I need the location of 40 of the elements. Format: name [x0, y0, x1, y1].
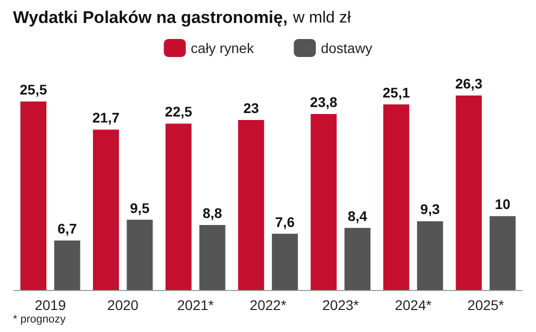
- bar: [54, 240, 80, 290]
- x-tick-label: 2020: [107, 297, 139, 313]
- data-label: 6,7: [57, 220, 78, 236]
- x-tick-label: 2021*: [177, 297, 214, 313]
- data-label: 25,1: [382, 84, 410, 100]
- bar: [166, 124, 192, 290]
- bar: [20, 101, 46, 290]
- chart-title: Wydatki Polaków na gastronomię,: [13, 8, 288, 27]
- bar: [490, 216, 516, 290]
- bar: [310, 114, 337, 290]
- data-label: 23,8: [310, 94, 338, 110]
- legend-label: cały rynek: [190, 40, 255, 56]
- bar: [344, 228, 370, 290]
- bar: [238, 120, 264, 290]
- bar: [383, 104, 410, 290]
- data-label: 25,5: [20, 81, 48, 98]
- x-tick-label: 2024*: [394, 297, 432, 313]
- text: * prognozy: [13, 314, 66, 326]
- data-label: 10: [494, 196, 511, 212]
- legend-label: dostawy: [320, 40, 372, 56]
- chart-subtitle: w mld zł: [292, 10, 352, 26]
- x-tick-label: 2025*: [467, 297, 505, 313]
- x-tick-label: 2019: [34, 297, 66, 313]
- bar: [272, 234, 298, 290]
- bar: [417, 221, 444, 290]
- data-label: 8,4: [348, 208, 368, 224]
- data-label: 8,8: [202, 204, 222, 221]
- bar: [126, 220, 153, 290]
- data-label: 22,5: [164, 104, 192, 120]
- data-label: 21,7: [92, 110, 120, 126]
- data-label: 23: [243, 100, 260, 116]
- data-label: 9,3: [420, 201, 440, 218]
- bar: [456, 96, 482, 290]
- data-label: 7,6: [275, 214, 295, 230]
- bar: [92, 130, 119, 290]
- x-tick-label: 2022*: [250, 297, 287, 313]
- data-label: 9,5: [130, 200, 150, 216]
- data-label: 26,3: [455, 76, 483, 92]
- x-tick-label: 2023*: [322, 297, 360, 313]
- bar: [199, 224, 226, 290]
